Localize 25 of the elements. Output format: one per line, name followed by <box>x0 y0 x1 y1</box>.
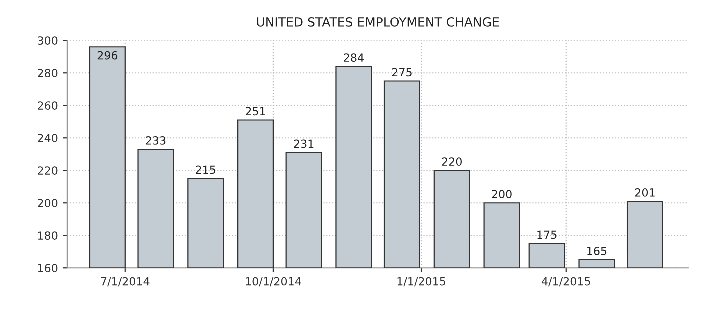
data-label: 251 <box>246 107 266 116</box>
y-tick-label: 240 <box>38 134 58 143</box>
x-tick-label: 10/1/2014 <box>246 277 302 287</box>
y-tick-label: 160 <box>38 264 58 273</box>
chart-title: UNITED STATES EMPLOYMENT CHANGE <box>257 17 500 27</box>
y-tick-label: 180 <box>38 232 58 240</box>
y-tick-label: 220 <box>38 166 58 176</box>
data-label: 165 <box>588 247 607 256</box>
data-label: 200 <box>492 190 512 199</box>
data-label: 201 <box>635 188 655 197</box>
y-tick-label: 300 <box>38 36 58 46</box>
data-label: 296 <box>98 51 118 60</box>
data-label: 275 <box>392 68 412 77</box>
y-tick-label: 200 <box>38 199 58 208</box>
data-label: 215 <box>196 166 216 174</box>
x-tick-label: 7/1/2014 <box>101 277 150 287</box>
data-label: 231 <box>294 140 314 148</box>
data-label: 233 <box>146 136 166 145</box>
data-label: 220 <box>442 158 462 166</box>
x-tick-label: 4/1/2015 <box>542 277 590 287</box>
data-label: 284 <box>344 54 364 62</box>
data-label: 175 <box>538 230 557 240</box>
y-tick-label: 260 <box>38 102 58 110</box>
x-tick-label: 1/1/2015 <box>398 277 446 287</box>
y-tick-label: 280 <box>38 69 58 78</box>
